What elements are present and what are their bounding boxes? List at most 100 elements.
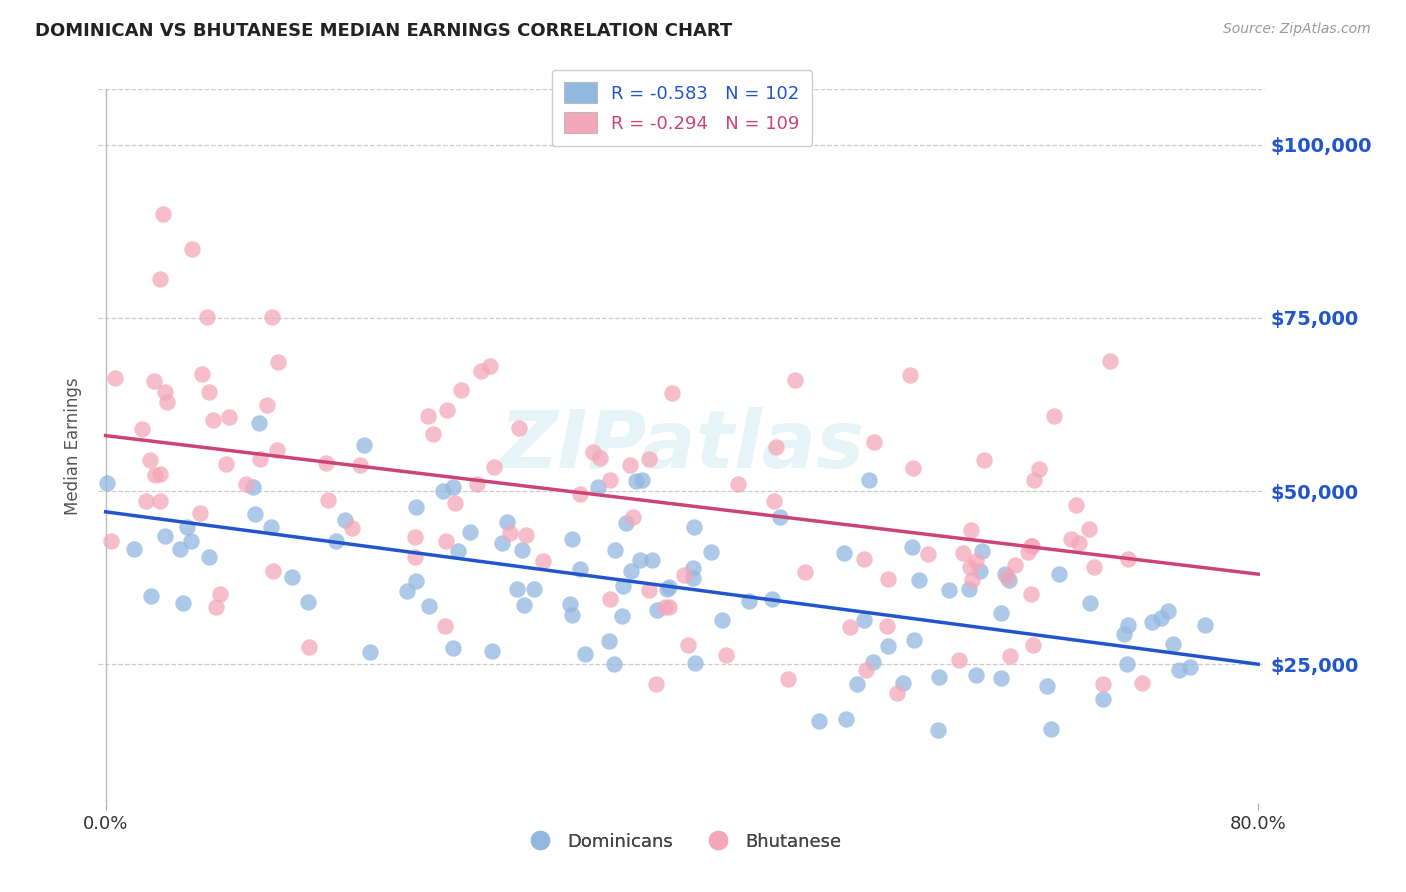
Point	[458, 524, 481, 539]
Point	[994, 567, 1017, 582]
Point	[513, 599, 536, 613]
Point	[657, 582, 679, 597]
Point	[260, 520, 283, 534]
Point	[877, 639, 900, 653]
Point	[645, 603, 668, 617]
Point	[249, 416, 271, 430]
Point	[598, 634, 620, 648]
Point	[1024, 473, 1046, 487]
Point	[962, 573, 984, 587]
Point	[204, 600, 226, 615]
Point	[148, 493, 170, 508]
Point	[783, 373, 806, 387]
Text: ZIPatlas: ZIPatlas	[499, 407, 865, 485]
Point	[1019, 539, 1042, 553]
Point	[762, 493, 785, 508]
Point	[169, 542, 191, 557]
Point	[711, 613, 734, 627]
Point	[482, 459, 505, 474]
Point	[447, 543, 470, 558]
Point	[190, 367, 212, 381]
Point	[727, 476, 749, 491]
Point	[470, 364, 492, 378]
Point	[1083, 559, 1105, 574]
Point	[917, 547, 939, 561]
Point	[1067, 536, 1090, 550]
Point	[1047, 566, 1070, 581]
Point	[928, 670, 950, 684]
Point	[957, 582, 980, 596]
Point	[1116, 618, 1139, 632]
Point	[353, 438, 375, 452]
Point	[325, 533, 347, 548]
Point	[1004, 558, 1026, 572]
Point	[610, 609, 633, 624]
Point	[152, 207, 174, 221]
Point	[959, 559, 981, 574]
Point	[260, 310, 283, 324]
Point	[405, 574, 427, 588]
Point	[418, 599, 440, 613]
Point	[678, 638, 700, 652]
Point	[990, 606, 1012, 620]
Point	[969, 564, 991, 578]
Point	[1028, 462, 1050, 476]
Point	[835, 712, 858, 726]
Point	[342, 521, 364, 535]
Point	[846, 677, 869, 691]
Point	[903, 633, 925, 648]
Point	[214, 457, 236, 471]
Point	[638, 582, 661, 597]
Point	[245, 507, 267, 521]
Point	[640, 553, 662, 567]
Point	[131, 422, 153, 436]
Point	[249, 451, 271, 466]
Point	[280, 570, 302, 584]
Point	[948, 653, 970, 667]
Y-axis label: Median Earnings: Median Earnings	[65, 377, 83, 515]
Text: Source: ZipAtlas.com: Source: ZipAtlas.com	[1223, 22, 1371, 37]
Point	[855, 663, 877, 677]
Point	[761, 592, 783, 607]
Point	[1021, 539, 1043, 553]
Point	[104, 371, 127, 385]
Point	[396, 584, 419, 599]
Point	[506, 582, 529, 597]
Point	[638, 451, 661, 466]
Point	[149, 467, 172, 482]
Point	[973, 452, 995, 467]
Point	[569, 486, 592, 500]
Point	[404, 549, 426, 564]
Point	[900, 540, 922, 554]
Point	[776, 672, 799, 686]
Point	[853, 552, 876, 566]
Point	[834, 546, 856, 560]
Point	[1019, 587, 1042, 601]
Point	[683, 656, 706, 670]
Point	[491, 536, 513, 550]
Point	[998, 573, 1021, 587]
Point	[498, 525, 520, 540]
Point	[181, 242, 204, 256]
Point	[1036, 679, 1059, 693]
Point	[405, 500, 427, 514]
Point	[1163, 637, 1185, 651]
Point	[479, 359, 502, 374]
Point	[262, 565, 284, 579]
Point	[661, 386, 683, 401]
Point	[434, 534, 457, 549]
Point	[208, 587, 231, 601]
Point	[156, 394, 179, 409]
Point	[599, 473, 621, 487]
Point	[515, 528, 537, 542]
Point	[266, 354, 288, 368]
Point	[927, 723, 949, 737]
Point	[1116, 657, 1139, 671]
Point	[682, 560, 704, 574]
Point	[990, 671, 1012, 685]
Point	[465, 476, 488, 491]
Point	[315, 456, 337, 470]
Point	[793, 565, 815, 579]
Point	[496, 515, 519, 529]
Point	[297, 595, 319, 609]
